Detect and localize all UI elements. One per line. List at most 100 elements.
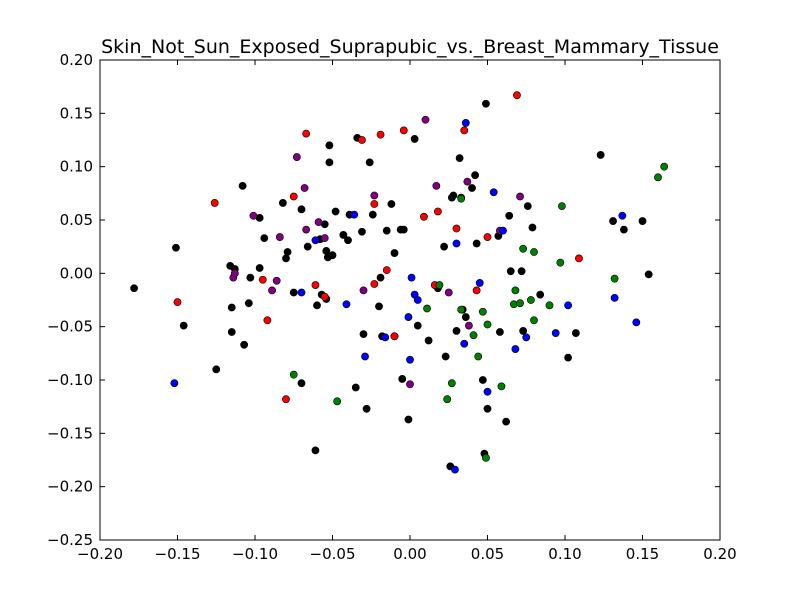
data-point	[522, 333, 531, 342]
y-tick-label: −0.15	[47, 424, 93, 442]
data-point	[528, 223, 537, 232]
data-point	[339, 231, 348, 239]
data-point	[483, 320, 492, 329]
chart-title: Skin_Not_Sun_Exposed_Suprapubic_vs._Brea…	[101, 36, 719, 58]
data-point	[519, 244, 528, 253]
data-point	[610, 274, 619, 283]
data-point	[227, 303, 236, 312]
data-point	[382, 266, 391, 275]
data-point	[406, 380, 414, 389]
data-point	[464, 321, 473, 330]
data-point	[564, 301, 572, 310]
data-point	[358, 227, 366, 236]
data-point	[644, 270, 653, 279]
data-point	[325, 158, 334, 167]
data-point	[275, 233, 284, 241]
data-point	[469, 331, 478, 340]
data-point	[440, 242, 448, 251]
data-point	[302, 129, 311, 138]
data-point	[368, 210, 377, 219]
data-point	[482, 99, 490, 108]
data-point	[297, 205, 306, 214]
data-point	[404, 313, 413, 321]
data-point	[660, 162, 669, 171]
data-point	[483, 233, 492, 241]
data-point	[421, 115, 430, 124]
data-point	[556, 258, 565, 267]
data-point	[244, 299, 253, 308]
data-point	[410, 135, 419, 143]
data-point	[457, 305, 466, 314]
data-point	[289, 192, 298, 201]
data-point	[404, 415, 413, 424]
data-point	[212, 365, 221, 374]
y-tick-label: 0.15	[60, 104, 93, 122]
data-point	[483, 404, 492, 413]
data-point	[596, 151, 605, 159]
x-tick-label: −0.15	[155, 545, 201, 563]
data-point	[455, 154, 464, 163]
data-point	[406, 355, 414, 364]
data-point	[249, 211, 258, 220]
x-tick-label: 0.05	[471, 545, 504, 563]
data-point	[240, 340, 249, 349]
data-point	[130, 284, 138, 293]
data-point	[609, 217, 617, 225]
data-point	[283, 248, 292, 256]
y-tick-label: −0.05	[47, 318, 93, 336]
y-tick-label: 0.10	[60, 158, 93, 176]
data-point	[333, 397, 342, 406]
data-point	[460, 339, 469, 348]
data-point	[179, 321, 188, 330]
data-point	[447, 379, 456, 388]
data-point	[463, 177, 472, 186]
axes: −0.20 −0.15 −0.10 −0.05 0.00 0.05 0.10 0.15 0.20…	[47, 51, 737, 563]
data-point	[482, 453, 490, 462]
data-point	[382, 226, 391, 235]
data-point	[511, 345, 520, 353]
data-point	[278, 199, 287, 207]
data-point	[399, 225, 408, 234]
plot-border	[99, 59, 721, 541]
data-point	[350, 210, 359, 219]
data-point	[536, 290, 545, 299]
x-tick-label: 0.10	[548, 545, 581, 563]
x-tick-label: 0.15	[626, 545, 659, 563]
data-point	[260, 234, 269, 243]
data-point	[505, 211, 514, 220]
data-point	[170, 379, 179, 388]
data-point	[575, 254, 583, 263]
data-point	[516, 299, 524, 308]
data-point	[489, 188, 498, 197]
data-point	[460, 126, 469, 135]
data-point	[230, 269, 239, 278]
data-point	[474, 352, 483, 361]
data-point	[289, 370, 298, 379]
x-tick-label: 0.20	[703, 545, 736, 563]
data-point	[320, 234, 329, 243]
data-point	[461, 119, 470, 127]
data-point	[516, 192, 524, 201]
data-point	[300, 184, 309, 192]
data-point	[387, 200, 396, 208]
data-point	[530, 316, 538, 325]
plot-area	[100, 60, 720, 540]
data-point	[238, 181, 247, 190]
data-point	[303, 242, 312, 251]
y-tick-label: −0.10	[47, 371, 93, 389]
data-point	[461, 313, 470, 321]
data-point	[322, 247, 331, 255]
data-point	[545, 301, 554, 310]
data-point	[424, 336, 433, 345]
y-tick-label: −0.20	[47, 478, 93, 496]
data-point	[268, 286, 276, 295]
data-point	[398, 375, 407, 383]
data-point	[423, 304, 431, 313]
data-point	[370, 280, 379, 288]
data-point	[527, 296, 535, 304]
data-point	[292, 153, 301, 161]
data-point	[297, 379, 306, 388]
data-point	[523, 202, 532, 211]
x-tick-label: −0.10	[232, 545, 278, 563]
